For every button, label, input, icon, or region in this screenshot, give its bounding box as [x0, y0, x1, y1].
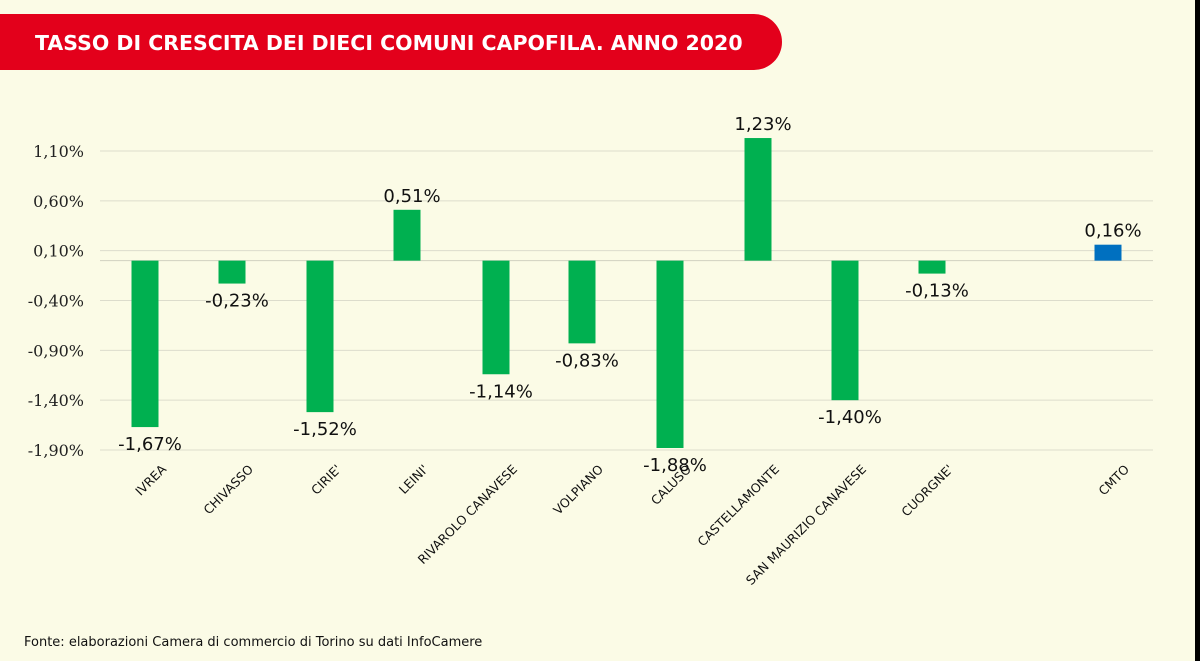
data-label: -0,83% — [555, 350, 619, 371]
x-tick-label: IVREA — [132, 461, 169, 498]
x-tick-label: CUORGNE' — [898, 462, 956, 520]
bar-leini — [393, 209, 421, 261]
bars — [131, 138, 1122, 449]
x-tick-label: CMTO — [1095, 461, 1132, 498]
y-axis-ticks: 1,10% 0,60% 0,10% -0,40% -0,90% -1,40% -1,90% — [28, 142, 84, 460]
y-tick-label: -0,90% — [28, 341, 84, 360]
gridlines — [100, 150, 1153, 451]
data-label: -1,88% — [643, 455, 707, 476]
data-label: -1,52% — [293, 419, 357, 440]
x-tick-label: RIVAROLO CANAVESE — [415, 461, 521, 567]
chart-title: TASSO DI CRESCITA DEI DIECI COMUNI CAPOF… — [35, 31, 743, 55]
x-tick-label: CHIVASSO — [200, 461, 256, 517]
x-axis-categories: IVREA CHIVASSO CIRIE' LEINI'RIVAROLO CANAVE… — [132, 461, 1132, 588]
bar-chivasso — [218, 260, 246, 284]
data-label: -1,67% — [118, 434, 182, 455]
data-label: -0,13% — [905, 281, 969, 302]
x-tick-label: CIRIE' — [308, 462, 344, 498]
bar-cuorgne — [918, 260, 946, 274]
y-tick-label: -1,40% — [28, 391, 84, 410]
y-tick-label: -0,40% — [28, 292, 84, 311]
bar-cmto — [1094, 244, 1122, 261]
bar-cirie — [306, 260, 334, 413]
data-label: 1,23% — [734, 114, 791, 135]
bar-caluso — [656, 260, 684, 449]
y-tick-label: 1,10% — [33, 142, 84, 161]
data-label: -0,23% — [205, 291, 269, 312]
data-label: -1,14% — [469, 381, 533, 402]
data-labels: -1,67% -0,23% -1,52% 0,51% -1,14% -0,83% -1,88… — [118, 114, 1141, 476]
y-tick-label: 0,10% — [33, 242, 84, 261]
bar-ivrea — [131, 260, 159, 428]
title-banner: TASSO DI CRESCITA DEI DIECI COMUNI CAPOF… — [0, 14, 782, 70]
data-label: 0,51% — [383, 186, 440, 207]
source-note: Fonte: elaborazioni Camera di commercio … — [24, 635, 483, 650]
bar-rivarolo-canavese — [482, 260, 510, 375]
x-tick-label: VOLPIANO — [550, 461, 606, 517]
x-tick-label: CASTELLAMONTE — [694, 461, 782, 549]
data-label: 0,16% — [1084, 221, 1141, 242]
data-label: -1,40% — [818, 407, 882, 428]
y-tick-label: -1,90% — [28, 441, 84, 460]
bar-san-maurizio-canavese — [831, 260, 859, 401]
x-tick-label: LEINI' — [396, 462, 431, 497]
bar-castellamonte — [744, 138, 772, 261]
y-tick-label: 0,60% — [33, 192, 84, 211]
bar-volpiano — [568, 260, 596, 344]
